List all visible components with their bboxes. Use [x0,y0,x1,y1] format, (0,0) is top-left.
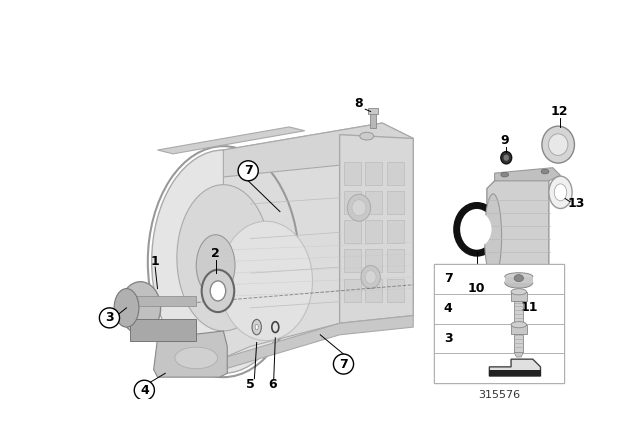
Ellipse shape [542,126,575,163]
Text: 7: 7 [444,272,452,285]
Bar [505,276,532,283]
Polygon shape [487,173,549,293]
Bar [387,191,404,214]
Polygon shape [157,127,305,154]
Ellipse shape [365,271,376,284]
Text: 11: 11 [521,302,538,314]
Bar [344,162,360,185]
Ellipse shape [514,275,524,282]
Text: 315576: 315576 [478,390,520,400]
Bar [434,323,564,353]
Polygon shape [154,331,227,377]
Ellipse shape [252,319,261,335]
Bar [387,250,404,272]
Bar [387,162,404,185]
Bar [387,279,404,302]
Ellipse shape [152,150,295,373]
Polygon shape [490,359,541,376]
Ellipse shape [220,221,312,340]
Bar [434,353,564,383]
Bar [344,279,360,302]
Ellipse shape [505,273,532,280]
Bar [387,220,404,243]
Text: 3: 3 [105,311,114,324]
Ellipse shape [549,176,572,208]
Bar [131,319,196,341]
Ellipse shape [202,270,234,312]
Ellipse shape [504,155,509,161]
Text: 13: 13 [567,198,585,211]
Ellipse shape [484,194,502,279]
Text: 12: 12 [551,105,568,118]
Circle shape [99,308,120,328]
Bar [514,301,524,326]
Bar [365,162,382,185]
Ellipse shape [348,194,371,221]
Text: 1: 1 [151,255,159,268]
Ellipse shape [554,184,566,201]
Ellipse shape [210,281,226,301]
Circle shape [134,380,154,400]
Ellipse shape [511,289,527,295]
Text: 2: 2 [211,247,220,260]
Polygon shape [340,134,413,323]
Ellipse shape [361,266,380,289]
Ellipse shape [255,324,259,330]
Bar [511,325,527,334]
Ellipse shape [501,172,509,177]
Ellipse shape [175,347,218,369]
Bar [344,191,360,214]
Ellipse shape [352,200,366,216]
Polygon shape [495,168,561,181]
Bar [365,220,382,243]
Text: 5: 5 [246,379,255,392]
Polygon shape [223,134,340,358]
Ellipse shape [120,282,161,334]
Bar [365,250,382,272]
Bar [344,220,360,243]
Text: 3: 3 [444,332,452,345]
Polygon shape [223,123,413,177]
Text: 7: 7 [244,164,253,177]
Polygon shape [514,353,524,357]
Ellipse shape [360,132,374,140]
Polygon shape [223,315,413,370]
Text: 7: 7 [339,358,348,370]
Bar [365,191,382,214]
Text: 4: 4 [444,302,452,315]
Ellipse shape [541,169,549,174]
Ellipse shape [548,134,568,155]
Ellipse shape [505,277,532,288]
Ellipse shape [196,235,235,296]
Polygon shape [514,326,524,330]
Bar [368,108,378,114]
Text: 9: 9 [500,134,509,147]
Text: 4: 4 [140,384,148,397]
Bar [131,296,196,306]
Bar [511,292,527,301]
Bar [365,279,382,302]
Ellipse shape [177,185,270,331]
Text: 10: 10 [468,282,486,295]
Ellipse shape [511,322,527,328]
Bar [434,294,564,323]
Polygon shape [223,123,413,358]
Circle shape [238,161,259,181]
Text: 8: 8 [355,97,364,110]
Bar [344,250,360,272]
Bar [370,112,376,129]
Bar [434,264,564,383]
Ellipse shape [462,211,492,247]
Bar [514,334,524,353]
Circle shape [333,354,353,374]
Polygon shape [490,370,541,376]
Bar [434,264,564,294]
Ellipse shape [114,289,139,327]
Ellipse shape [501,151,511,164]
Text: 6: 6 [268,379,276,392]
